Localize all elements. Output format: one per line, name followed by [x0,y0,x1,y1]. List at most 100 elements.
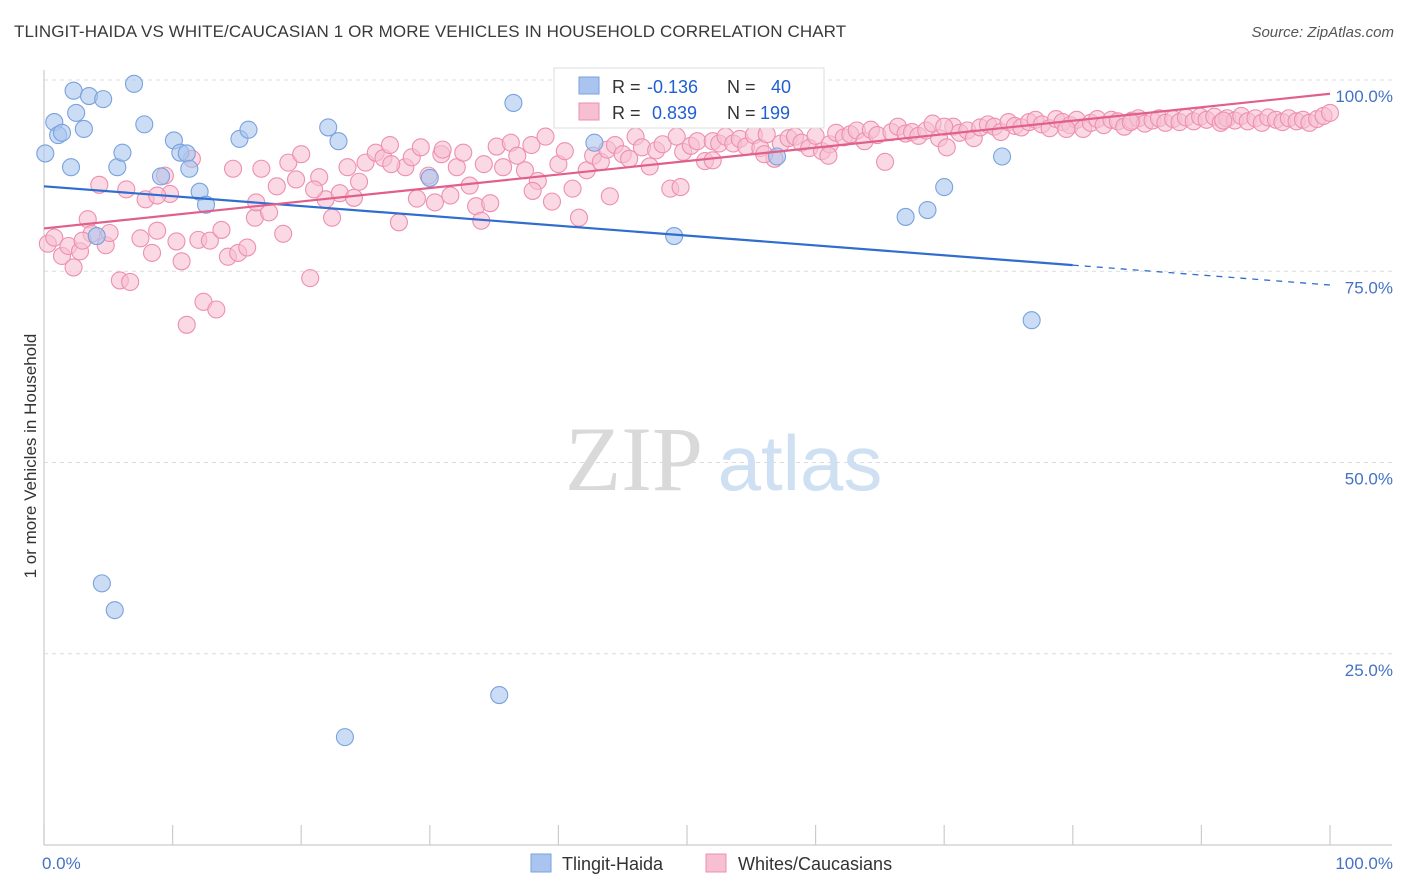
whites-caucasians-points [38,103,1340,334]
y-tick-labels: 25.0% 50.0% 75.0% 100.0% [1335,87,1393,680]
legend-r-label-1: R = [612,103,641,123]
tlingit-point-25 [329,132,348,151]
legend-r-value-0: -0.136 [647,77,698,97]
axes [43,70,1392,846]
tlingit-point-15 [151,167,171,186]
whites-point-79 [569,208,589,227]
tlingit-trend-extension [1072,264,1331,286]
whites-point-66 [481,194,500,213]
legend-n-label-0: N = [727,77,756,97]
whites-point-192 [819,146,838,165]
whites-point-53 [389,213,408,232]
tlingit-point-18 [177,144,196,163]
whites-point-65 [474,155,493,174]
whites-point-132 [937,138,956,157]
tlingit-point-35 [92,574,111,593]
whites-point-123 [875,152,895,171]
whites-point-17 [148,221,167,240]
tlingit-point-39 [935,178,954,197]
whites-point-48 [350,172,369,191]
whites-point-22 [177,315,196,334]
tlingit-point-4 [61,158,81,177]
whites-point-60 [441,186,460,205]
whites-point-27 [207,300,226,319]
y-tick-label-1: 50.0% [1345,470,1393,489]
whites-point-8 [90,175,109,194]
legend-swatch-whites [578,102,600,121]
legend-n-value-0: 40 [771,77,791,97]
tlingit-point-34 [1022,311,1041,330]
tlingit-haida-points [36,74,1041,747]
whites-point-44 [323,208,342,227]
whites-point-37 [274,224,293,243]
trend-lines [43,92,1331,286]
whites-point-30 [223,159,243,178]
whites-point-56 [411,138,430,157]
tlingit-point-0 [36,144,55,163]
whites-point-70 [508,146,527,165]
legend-n-label-1: N = [727,103,756,123]
tlingit-point-37 [335,728,354,747]
tlingit-trend-line [43,185,1073,267]
y-tick-label-0: 25.0% [1345,661,1393,680]
tlingit-point-32 [918,201,937,220]
series-legend-label-tlingit: Tlingit-Haida [562,854,664,874]
whites-point-38 [279,153,298,172]
whites-point-4 [64,258,83,277]
whites-point-68 [494,158,513,177]
tlingit-point-13 [124,74,144,93]
tlingit-point-19 [180,159,199,178]
x-tick-label-min: 0.0% [42,854,81,873]
watermark: ZIP atlas [565,408,882,510]
whites-point-189 [600,187,619,206]
whites-point-78 [563,179,582,198]
tlingit-point-9 [87,227,106,246]
tlingit-point-23 [239,120,258,139]
whites-point-58 [425,193,444,212]
whites-point-96 [688,132,707,151]
whites-point-40 [292,145,311,164]
series-legend-swatch-tlingit [530,853,552,873]
gridlines [44,79,1392,655]
whites-point-26 [200,231,219,250]
tlingit-point-31 [896,207,915,226]
watermark-atlas: atlas [718,419,883,507]
tlingit-point-36 [105,601,124,620]
whites-point-195 [382,155,401,174]
whites-point-204 [1214,111,1233,130]
whites-point-34 [252,159,271,178]
whites-point-16 [142,243,162,262]
tlingit-point-26 [420,168,439,187]
tlingit-point-5 [64,81,83,100]
watermark-zip: ZIP [565,408,703,510]
whites-point-52 [380,135,399,155]
tlingit-point-6 [67,103,86,122]
whites-point-191 [703,151,722,170]
tlingit-point-10 [94,90,113,109]
whites-point-46 [338,158,357,177]
whites-point-75 [542,192,562,211]
series-legend-swatch-whites [705,853,727,873]
whites-point-12 [117,180,136,199]
whites-point-21 [172,252,191,271]
tlingit-point-38 [490,686,509,705]
whites-point-190 [523,181,542,200]
whites-point-39 [287,170,306,189]
whites-point-201 [433,140,452,159]
whites-trend-line [43,92,1331,230]
tlingit-point-3 [52,123,72,142]
tlingit-point-7 [74,119,93,139]
tlingit-point-33 [993,147,1012,166]
whites-point-197 [305,180,324,199]
y-tick-label-2: 75.0% [1345,278,1393,297]
tlingit-point-12 [113,143,132,162]
whites-point-14 [131,229,150,248]
whites-point-72 [522,135,541,155]
whites-point-13 [121,272,140,292]
legend-swatch-tlingit [578,76,600,95]
whites-point-62 [454,143,473,162]
legend-r-label-0: R = [612,77,641,97]
x-tick-label-max: 100.0% [1335,854,1393,873]
whites-point-193 [407,189,426,208]
